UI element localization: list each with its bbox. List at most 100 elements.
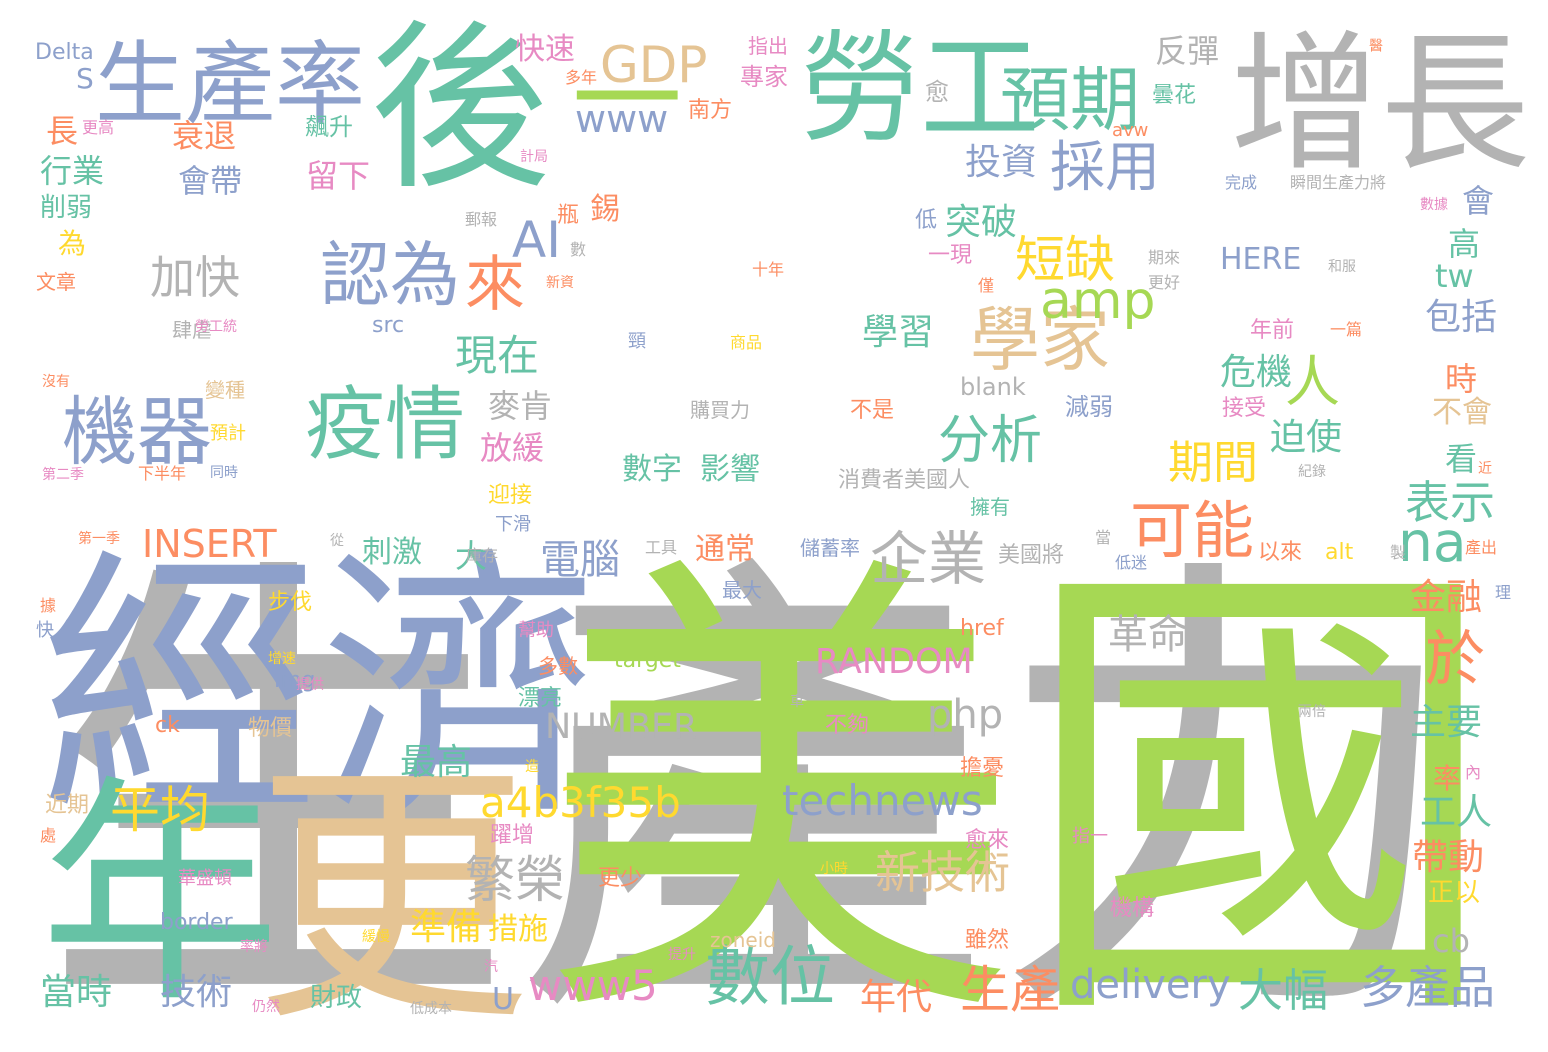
word-cloud-word: 率將	[240, 939, 268, 955]
word-cloud-word: 期間	[1168, 436, 1259, 489]
word-cloud-word: 機器	[62, 388, 213, 476]
word-cloud-word: 率	[1433, 762, 1462, 795]
word-cloud-word: 分析	[938, 411, 1043, 471]
word-cloud-word: www5	[528, 961, 658, 1010]
word-cloud-word: 經濟	[40, 527, 600, 853]
word-cloud-word: 醫	[1367, 38, 1383, 52]
word-cloud-word: HERE	[1220, 242, 1302, 277]
word-cloud-word: 迫使	[1270, 417, 1343, 458]
word-cloud-word: 電腦	[540, 537, 620, 583]
word-cloud-word: 企業	[870, 525, 987, 593]
word-cloud-word: 當	[1095, 528, 1112, 547]
word-cloud-word: 紀錄	[1298, 464, 1326, 480]
word-cloud-word: GDP	[600, 36, 708, 94]
word-cloud-word: 生產率	[95, 32, 365, 137]
word-cloud-word: 小時	[820, 861, 848, 877]
word-cloud-word: 生產	[960, 961, 1060, 1019]
word-cloud-word: 庫存	[466, 546, 499, 565]
word-cloud-word: 提供	[296, 677, 324, 693]
word-cloud-word: 現在	[455, 331, 540, 380]
word-cloud-word: 生產力	[40, 521, 1465, 1052]
word-cloud-word: 低	[915, 208, 938, 233]
word-cloud-word: 計局	[520, 149, 548, 165]
word-cloud-word: 愈來	[965, 828, 1010, 853]
word-cloud-word: 僅	[978, 276, 995, 295]
word-cloud-word: 同時	[210, 465, 238, 481]
word-cloud-word: 專家	[740, 63, 788, 91]
word-cloud-word: 文章	[36, 270, 76, 294]
word-cloud-word: 時	[1445, 360, 1478, 398]
word-cloud-word: 正以	[1428, 878, 1481, 908]
word-cloud-word: 勞工統	[195, 319, 237, 335]
word-cloud-word: 雖然	[965, 928, 1010, 953]
word-cloud-word: 躍增	[490, 823, 535, 848]
word-cloud-word: 一現	[928, 243, 973, 268]
word-cloud-word: 南方	[688, 98, 733, 123]
word-cloud-word: php	[927, 692, 1004, 738]
word-cloud-word: 財政	[310, 983, 363, 1013]
word-cloud-word: 提升	[668, 947, 696, 963]
word-cloud-word: a4b3f35b	[480, 778, 681, 827]
word-cloud-word: 包括	[1425, 297, 1498, 338]
word-cloud-word: 措施	[488, 912, 548, 947]
word-cloud-word: 數	[570, 240, 587, 259]
word-cloud-word: 工具	[645, 538, 678, 557]
word-cloud-word: src	[372, 313, 405, 338]
word-cloud-word: 機構	[1110, 896, 1155, 921]
word-cloud-word: 迎接	[488, 483, 533, 508]
word-cloud-word: cb	[1432, 922, 1470, 960]
word-cloud-word: Delta	[35, 40, 94, 65]
word-cloud-word: 刺激	[362, 535, 422, 570]
word-cloud-word: 會帶	[178, 162, 243, 200]
word-cloud-word: 低迷	[1115, 553, 1148, 572]
word-cloud-word: 反彈	[1155, 32, 1220, 70]
word-cloud-word: alt	[1325, 540, 1354, 565]
word-cloud-word: 購買力	[690, 398, 750, 422]
word-cloud-word: 車	[790, 694, 804, 710]
word-cloud-word: 看	[1445, 440, 1478, 478]
word-cloud-word: 突破	[945, 202, 1018, 243]
word-cloud-word: 年代	[860, 977, 933, 1018]
word-cloud-word: 當時	[40, 972, 113, 1013]
word-cloud-word: 數字	[622, 452, 682, 487]
word-cloud-word: 造	[525, 759, 539, 775]
word-cloud-word: ck	[155, 713, 180, 738]
word-cloud-word: 勞工	[800, 20, 1040, 159]
word-cloud-word: 擔憂	[960, 756, 1005, 781]
word-cloud-word: 一	[572, 36, 682, 164]
word-cloud-word: 幫助	[518, 620, 554, 641]
word-cloud-word: 投資	[965, 142, 1038, 183]
word-cloud-word: www	[575, 97, 669, 141]
word-cloud-word: 年前	[1250, 318, 1295, 343]
word-cloud-word: 沒有	[42, 374, 70, 390]
word-cloud-word: 快	[36, 620, 54, 641]
word-cloud-word: 指一	[1072, 826, 1108, 847]
word-cloud-word: 指出	[748, 34, 788, 58]
word-cloud-word: 下滑	[495, 514, 531, 535]
word-cloud-word: 華盛頓	[178, 868, 232, 889]
word-cloud-word: 技術	[160, 972, 233, 1013]
word-cloud-word: 瓶	[557, 203, 580, 228]
word-cloud-word: 表示	[1405, 476, 1496, 529]
word-cloud-word: 增速	[268, 651, 296, 667]
word-cloud-word: 行業	[40, 152, 105, 190]
word-cloud-word: 繁榮	[465, 851, 565, 909]
word-cloud-word: 快速	[515, 32, 575, 67]
word-cloud-word: target	[614, 648, 681, 673]
word-cloud-word: 會	[1462, 182, 1495, 220]
word-cloud-word: 影響	[700, 452, 760, 487]
word-cloud-word: 一篇	[1330, 320, 1363, 339]
word-cloud-word: 減弱	[1065, 393, 1113, 421]
word-cloud-word: na	[1398, 510, 1467, 574]
word-cloud-word: 學習	[862, 312, 935, 353]
word-cloud-word: 低成本	[410, 1001, 452, 1017]
word-cloud-word: 飆升	[305, 113, 353, 141]
word-cloud-word: 更	[255, 737, 531, 1052]
word-cloud-word: 擁有	[970, 495, 1010, 519]
word-cloud-word: 物價	[248, 716, 293, 741]
word-cloud-word: 近期	[45, 793, 90, 818]
word-cloud-word: NUMBER	[545, 707, 698, 747]
word-cloud-word: 學家	[970, 299, 1110, 381]
word-cloud-word: technews	[782, 776, 983, 825]
